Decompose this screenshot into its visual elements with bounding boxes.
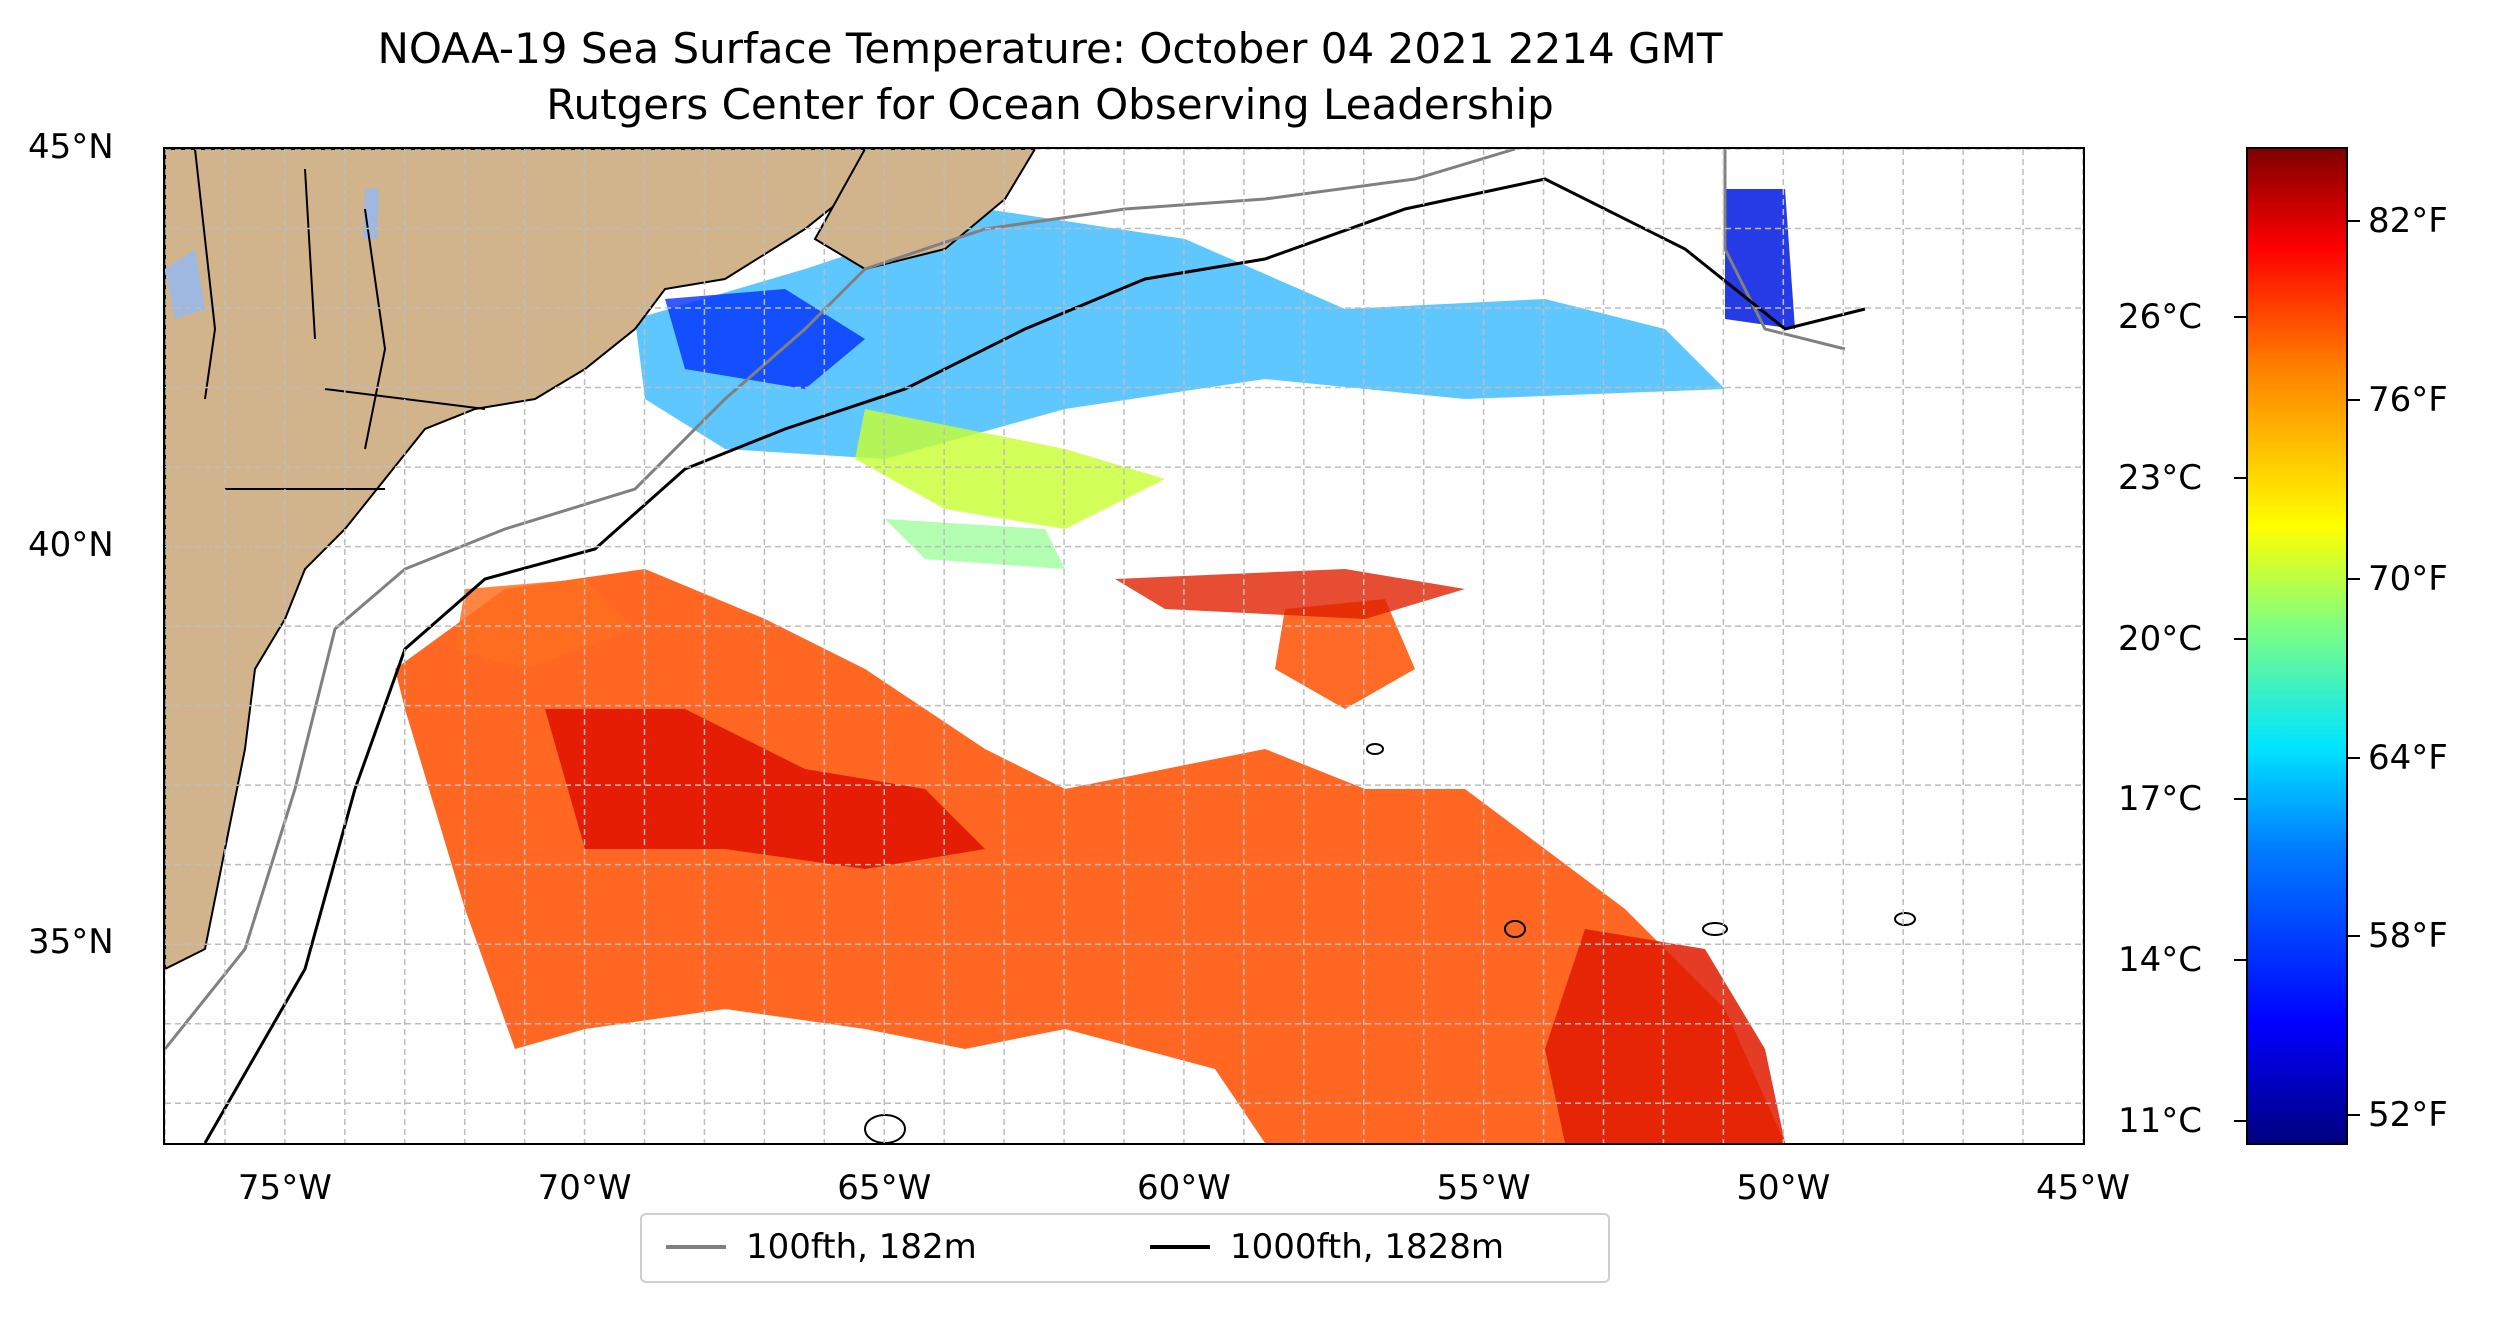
- colorbar-tick-celsius: [2234, 637, 2246, 640]
- state-border: [194, 149, 486, 490]
- sst-warm-edge: [455, 579, 635, 669]
- colorbar-label-celsius: 11°C: [2118, 1101, 2203, 1142]
- sst-hot-region: [1545, 929, 1785, 1143]
- colorbar-label-fahrenheit: 82°F: [2368, 201, 2448, 242]
- colorbar-label-fahrenheit: 58°F: [2368, 916, 2448, 957]
- isobath-1000fth: [203, 177, 1866, 1143]
- colorbar-label-fahrenheit: 52°F: [2368, 1095, 2448, 1136]
- sst-transition: [855, 409, 1165, 529]
- colorbar-tick-celsius: [2234, 959, 2246, 962]
- colorbar-label-fahrenheit: 76°F: [2368, 380, 2448, 421]
- colorbar-label-celsius: 26°C: [2118, 296, 2203, 337]
- map-title: NOAA-19 Sea Surface Temperature: October…: [377, 24, 1723, 73]
- sst-warm-patch: [1115, 569, 1465, 619]
- colorbar-label-celsius: 17°C: [2118, 779, 2203, 820]
- colorbar-tick-celsius: [2234, 476, 2246, 479]
- legend-label-1000fth: 1000fth, 1828m: [1230, 1227, 1505, 1267]
- seamount-contours: [864, 743, 1916, 1143]
- isobath-100fth: [165, 149, 1846, 1050]
- longitude-tick-label: 75°W: [237, 1168, 332, 1208]
- sst-transition: [885, 519, 1065, 569]
- graticule: [165, 149, 2083, 1143]
- colorbar-label-celsius: 20°C: [2118, 618, 2203, 659]
- legend-entry-1000fth: 1000fth, 1828m: [1150, 1227, 1504, 1267]
- sst-warm-region: [395, 569, 1785, 1143]
- colorbar-label-celsius: 14°C: [2118, 940, 2203, 981]
- longitude-tick-label: 55°W: [1436, 1168, 1531, 1208]
- longitude-tick-label: 60°W: [1136, 1168, 1231, 1208]
- legend-line-gray: [666, 1245, 726, 1249]
- land-north-america: [165, 149, 867, 971]
- colorbar-label-celsius: 23°C: [2118, 457, 2203, 498]
- land-lake: [165, 249, 205, 319]
- latitude-tick-label: 35°N: [28, 922, 114, 963]
- colorbar-tick-fahrenheit: [2348, 935, 2360, 938]
- temperature-colorbar: [2246, 147, 2348, 1145]
- colorbar-tick-fahrenheit: [2348, 577, 2360, 580]
- latitude-tick-label: 40°N: [28, 524, 114, 565]
- sst-map: [163, 147, 2085, 1145]
- colorbar-tick-fahrenheit: [2348, 756, 2360, 759]
- colorbar-tick-celsius: [2234, 1120, 2246, 1123]
- colorbar-tick-fahrenheit: [2348, 399, 2360, 402]
- colorbar-label-fahrenheit: 64°F: [2368, 737, 2448, 778]
- land-nova-scotia: [813, 149, 1037, 271]
- map-canvas: [165, 149, 2083, 1143]
- colorbar-tick-fahrenheit: [2348, 1114, 2360, 1117]
- colorbar-label-fahrenheit: 70°F: [2368, 558, 2448, 599]
- longitude-tick-label: 50°W: [1736, 1168, 1831, 1208]
- legend-label-100fth: 100fth, 182m: [746, 1227, 977, 1267]
- map-subtitle: Rutgers Center for Ocean Observing Leade…: [546, 80, 1554, 129]
- colorbar-tick-fahrenheit: [2348, 220, 2360, 223]
- longitude-tick-label: 65°W: [837, 1168, 932, 1208]
- legend-line-black: [1150, 1245, 1210, 1249]
- isobath-legend: 100fth, 182m 1000fth, 1828m: [640, 1213, 1610, 1283]
- colorbar-tick-celsius: [2234, 315, 2246, 318]
- sst-cool-region: [635, 209, 1725, 459]
- legend-entry-100fth: 100fth, 182m: [666, 1227, 977, 1267]
- colorbar-tick-celsius: [2234, 798, 2246, 801]
- latitude-tick-label: 45°N: [28, 127, 114, 167]
- longitude-tick-label: 70°W: [537, 1168, 632, 1208]
- land: [165, 149, 1037, 971]
- longitude-tick-label: 45°W: [2036, 1168, 2130, 1208]
